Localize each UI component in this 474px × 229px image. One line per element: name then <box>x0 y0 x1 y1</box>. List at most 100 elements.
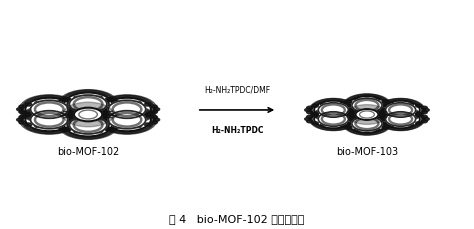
Circle shape <box>103 103 109 106</box>
Circle shape <box>71 107 82 113</box>
Circle shape <box>356 109 378 120</box>
Circle shape <box>352 98 382 113</box>
Circle shape <box>94 116 105 122</box>
Circle shape <box>30 100 68 118</box>
Circle shape <box>58 105 64 108</box>
Circle shape <box>385 103 416 117</box>
Circle shape <box>390 104 396 107</box>
Circle shape <box>340 103 346 106</box>
Circle shape <box>374 120 380 123</box>
Circle shape <box>35 124 41 128</box>
Circle shape <box>372 108 381 113</box>
Circle shape <box>30 111 68 129</box>
Circle shape <box>74 108 102 121</box>
Circle shape <box>330 123 337 126</box>
Circle shape <box>57 112 64 115</box>
Circle shape <box>421 106 427 109</box>
Circle shape <box>398 114 404 117</box>
Circle shape <box>67 112 73 116</box>
Circle shape <box>108 100 146 118</box>
Circle shape <box>407 103 413 106</box>
Circle shape <box>25 113 32 117</box>
Circle shape <box>374 106 380 109</box>
Circle shape <box>407 123 413 126</box>
Circle shape <box>382 118 388 121</box>
Circle shape <box>112 121 118 124</box>
Circle shape <box>338 104 345 107</box>
Circle shape <box>364 128 370 131</box>
Circle shape <box>64 128 71 131</box>
Circle shape <box>421 120 427 123</box>
Circle shape <box>346 108 352 111</box>
Circle shape <box>46 125 53 128</box>
Circle shape <box>106 128 112 131</box>
Circle shape <box>388 112 394 115</box>
Circle shape <box>352 116 382 131</box>
Circle shape <box>354 128 360 131</box>
Circle shape <box>60 112 72 117</box>
Circle shape <box>124 125 130 128</box>
Circle shape <box>374 109 380 112</box>
Circle shape <box>19 121 26 124</box>
Circle shape <box>145 112 151 116</box>
Circle shape <box>114 123 121 127</box>
Circle shape <box>307 111 313 114</box>
Circle shape <box>55 123 62 127</box>
Circle shape <box>73 109 80 112</box>
Circle shape <box>97 105 103 108</box>
Circle shape <box>35 114 41 117</box>
Circle shape <box>64 98 71 101</box>
Circle shape <box>390 122 396 125</box>
Circle shape <box>364 116 370 119</box>
Circle shape <box>305 117 311 120</box>
Circle shape <box>135 112 142 115</box>
Circle shape <box>58 126 64 129</box>
Circle shape <box>340 123 346 126</box>
Circle shape <box>106 119 112 122</box>
Circle shape <box>106 107 112 110</box>
Circle shape <box>57 114 64 117</box>
Circle shape <box>320 103 327 106</box>
Circle shape <box>320 114 327 117</box>
Circle shape <box>348 113 355 116</box>
Circle shape <box>354 98 360 101</box>
Circle shape <box>57 124 64 128</box>
Text: bio-MOF-102: bio-MOF-102 <box>57 147 119 157</box>
Circle shape <box>374 128 380 131</box>
Circle shape <box>114 102 121 106</box>
Circle shape <box>73 117 80 120</box>
Circle shape <box>73 115 80 119</box>
Circle shape <box>73 121 80 124</box>
Circle shape <box>19 115 26 119</box>
Text: H₂-NH₂TPDC: H₂-NH₂TPDC <box>211 126 263 135</box>
Circle shape <box>97 121 103 124</box>
Circle shape <box>374 115 380 118</box>
Circle shape <box>25 123 32 126</box>
Circle shape <box>312 113 319 116</box>
Circle shape <box>380 113 386 116</box>
Circle shape <box>112 126 118 129</box>
Circle shape <box>69 95 107 113</box>
Circle shape <box>416 104 422 107</box>
Circle shape <box>340 114 346 117</box>
Circle shape <box>67 103 73 106</box>
Circle shape <box>112 105 118 108</box>
Circle shape <box>96 96 103 99</box>
Circle shape <box>19 110 26 114</box>
Circle shape <box>135 124 142 128</box>
Circle shape <box>380 104 386 107</box>
Circle shape <box>71 116 82 122</box>
Circle shape <box>407 114 413 117</box>
Circle shape <box>112 101 119 105</box>
Circle shape <box>348 113 355 116</box>
Circle shape <box>307 106 313 109</box>
Circle shape <box>106 98 112 101</box>
Circle shape <box>382 126 388 129</box>
Circle shape <box>318 112 348 126</box>
Circle shape <box>97 110 103 114</box>
Circle shape <box>75 108 82 111</box>
Circle shape <box>423 117 429 120</box>
Circle shape <box>151 110 157 114</box>
Circle shape <box>73 96 80 99</box>
Circle shape <box>307 120 313 123</box>
